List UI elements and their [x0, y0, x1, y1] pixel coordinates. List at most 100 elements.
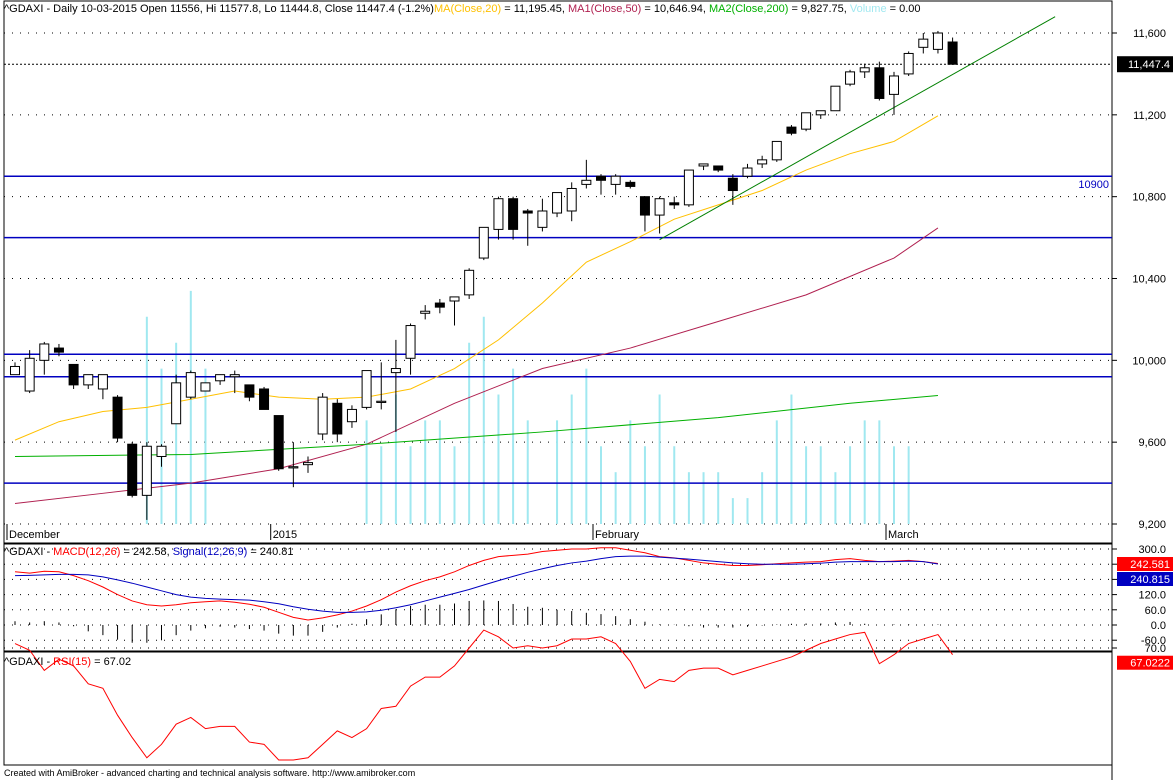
candle-body [405, 325, 416, 359]
candle-body [156, 445, 167, 457]
title-run: = 11,195.45, [501, 3, 568, 15]
candle-body [215, 374, 226, 382]
price-tick-label: 11,200 [1133, 110, 1166, 122]
candle-body [361, 370, 372, 408]
footer-credit: Created with AmiBroker - advanced charti… [4, 768, 416, 778]
candle-body [390, 368, 401, 374]
macd-tick-label: 0.0 [1151, 620, 1166, 632]
candle-body [771, 140, 782, 161]
candle-body [171, 382, 182, 425]
candle-body [757, 159, 768, 165]
candle-body [845, 71, 856, 85]
candle-body [478, 226, 489, 259]
candle-body [127, 443, 138, 496]
title-run: ^GDAXI - [4, 656, 54, 668]
macd-tick-label: 120.0 [1138, 590, 1166, 602]
moving-average-line [14, 115, 939, 441]
macd-tick-label: 60.0 [1145, 605, 1166, 617]
macd-pane: 300.0240.0180.0120.060.00.0-60.0242.5812… [3, 543, 1173, 652]
candle-body [200, 382, 211, 392]
candle-body [581, 179, 592, 185]
macd-tick-label: -60.0 [1141, 635, 1166, 647]
title-run: RSI(15) [53, 656, 92, 668]
rsi-value-badge [1117, 655, 1173, 670]
x-axis-label: 2015 [273, 529, 297, 541]
price-tick-label: 10,000 [1132, 355, 1166, 367]
moving-average-line [14, 227, 939, 505]
price-pane: 9,200 9,600 10,000 10,400 10,800 11,200 11,600… [3, 0, 1173, 780]
price-tick-label: 9,200 [1138, 519, 1166, 531]
candle-body [566, 187, 577, 212]
candle-body [698, 163, 709, 167]
candle-body [449, 296, 460, 302]
candle-body [346, 408, 357, 423]
title-run: = 240.81 [247, 546, 294, 558]
title-run: Signal(12,26,9) [172, 546, 248, 558]
title-run: MA1(Close,50) [567, 3, 642, 15]
macd-value-label: 240.815 [1130, 574, 1170, 586]
price-tick-label: 10,800 [1132, 192, 1166, 204]
candle-body [654, 198, 665, 216]
title-run: MACD(12,26) [53, 546, 121, 558]
price-tick-label: 11,600 [1133, 28, 1166, 40]
macd-pane-title: ^GDAXI - MACD(12,26) = 242.58, Signal(12… [4, 546, 294, 558]
title-run: Volume [849, 3, 887, 15]
rsi-pane: 70.0 67.0222 [3, 629, 1173, 766]
horizontal-line-label: 10900 [1078, 179, 1109, 191]
title-run: = 242.58, [120, 546, 173, 558]
price-tick-label: 9,600 [1138, 437, 1166, 449]
candle-body [317, 396, 328, 435]
candle-body [508, 198, 519, 230]
candle-body [10, 365, 20, 376]
candle-body [83, 374, 94, 386]
last-price-label: 11,447.4 [1128, 59, 1170, 71]
candle-body [420, 310, 431, 314]
trendline [659, 16, 1056, 241]
candle-body [39, 343, 50, 361]
candle-body [464, 269, 475, 296]
x-axis-label: March [888, 529, 919, 541]
candle-body [288, 466, 299, 469]
candle-body [815, 110, 826, 116]
candle-body [727, 177, 738, 192]
moving-average-line [14, 395, 938, 457]
title-run: = 9,827.75, [788, 3, 850, 15]
macd-value-badge [1117, 557, 1173, 571]
candle-body [669, 202, 680, 206]
candle-body [434, 302, 445, 308]
rsi-pane-title: ^GDAXI - RSI(15) = 67.02 [4, 656, 131, 668]
title-run: = 67.02 [91, 656, 132, 668]
candle-body [244, 384, 255, 398]
candle-body [859, 67, 870, 73]
candle-body [610, 175, 621, 185]
candle-body [537, 210, 548, 228]
macd-frame [3, 543, 1113, 652]
title-run: ^GDAXI - Daily 10-03-2015 Open 11556, Hi… [4, 3, 434, 15]
candle-body [801, 112, 812, 130]
candle-body [112, 396, 123, 439]
macd-value-label: 242.581 [1130, 559, 1170, 571]
candle-body [874, 67, 885, 99]
candle-body [273, 415, 284, 470]
price-pane-title: ^GDAXI - Daily 10-03-2015 Open 11556, Hi… [4, 3, 921, 15]
candle-body [713, 165, 724, 171]
candle-body [141, 445, 152, 496]
candle-body [259, 388, 270, 410]
rsi-value-label: 67.0222 [1130, 658, 1170, 670]
macd-series-line [14, 547, 939, 621]
title-run: = 10,646.94, [641, 3, 709, 15]
candle-body [552, 192, 563, 214]
candle-body [24, 357, 35, 392]
rsi-line [14, 629, 954, 761]
title-run: = 0.00 [886, 3, 921, 15]
candle-body [53, 347, 64, 353]
candle-body [332, 402, 343, 435]
candle-body [830, 85, 841, 112]
candle-body [918, 38, 929, 48]
title-run: MA2(Close,200) [708, 3, 789, 15]
candle-body [639, 196, 650, 216]
title-run: ^GDAXI - [4, 546, 54, 558]
rsi-frame [3, 651, 1113, 766]
candle-body [932, 32, 943, 50]
